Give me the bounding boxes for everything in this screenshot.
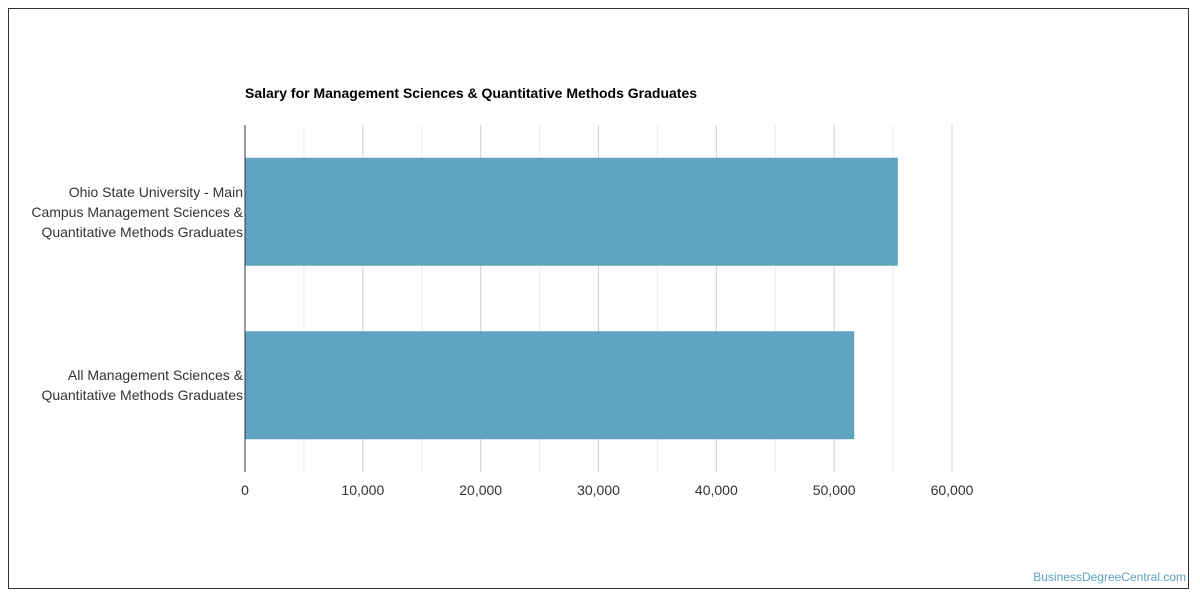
category-label-line: Ohio State University - Main — [68, 183, 243, 200]
watermark: BusinessDegreeCentral.com — [1033, 570, 1186, 584]
category-label-line: Quantitative Methods Graduates — [41, 387, 243, 404]
category-label-0: Ohio State University - Main Campus Manag… — [31, 182, 243, 242]
x-tick-label: 60,000 — [931, 482, 974, 498]
x-axis-ticks: 0 10,000 20,000 30,000 40,000 50,000 60,000 — [241, 482, 974, 498]
x-tick-label: 0 — [241, 482, 249, 498]
x-tick-label: 20,000 — [459, 482, 502, 498]
x-tick-label: 40,000 — [695, 482, 738, 498]
bars — [245, 157, 898, 440]
x-tick-label: 10,000 — [341, 482, 384, 498]
bar-0 — [245, 157, 898, 266]
chart-frame — [8, 8, 1189, 589]
x-tick-label: 30,000 — [577, 482, 620, 498]
category-label-line: Campus Management Sciences & — [31, 203, 243, 220]
chart-title: Salary for Management Sciences & Quantit… — [245, 85, 698, 101]
x-tick-label: 50,000 — [813, 482, 856, 498]
category-label-line: All Management Sciences & — [67, 367, 243, 384]
category-label-1: All Management Sciences & Quantitative Me… — [41, 365, 243, 405]
bar-1 — [245, 331, 855, 440]
category-label-line: Quantitative Methods Graduates — [41, 223, 243, 240]
